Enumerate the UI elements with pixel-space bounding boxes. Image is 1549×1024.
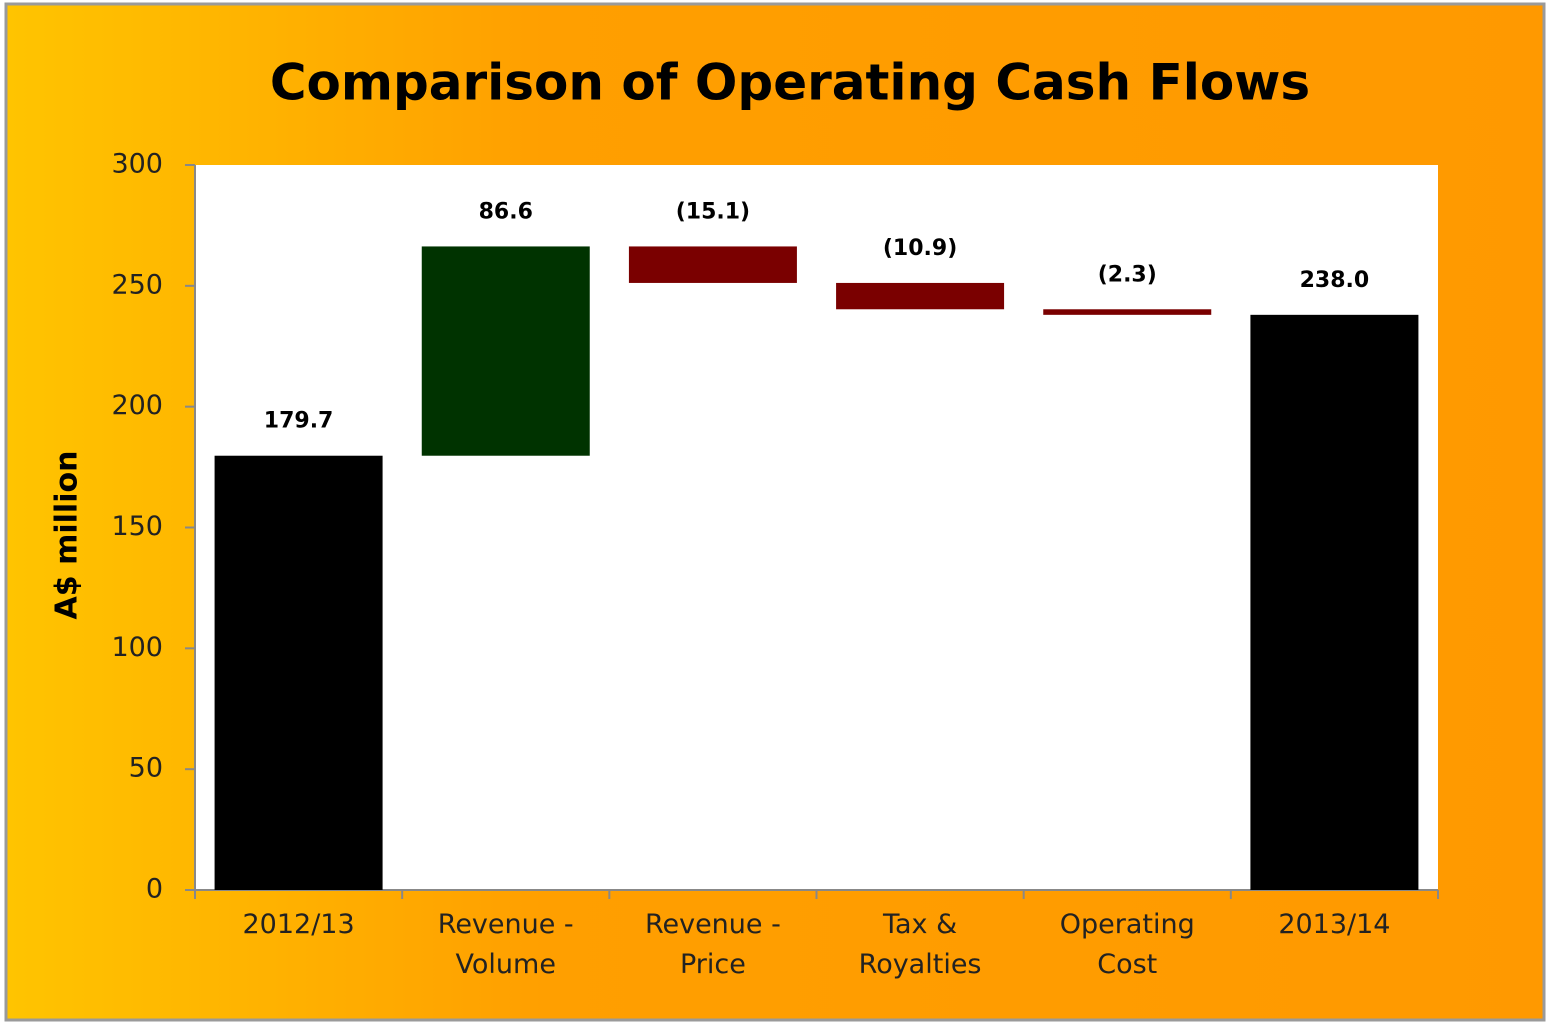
bar (421, 246, 590, 456)
bar (1250, 314, 1419, 890)
y-tick-label: 100 (111, 632, 163, 663)
x-tick-label: Revenue - Volume (437, 909, 574, 980)
x-tick-label-box: Revenue - Volume (437, 909, 574, 980)
x-tick-label-box: Operating Cost (1059, 909, 1195, 980)
x-tick-label: Operating Cost (1059, 909, 1195, 980)
value-label: (10.9) (883, 236, 957, 261)
x-tick-label-box: 2012/13 (242, 909, 355, 940)
value-label: (15.1) (676, 199, 750, 224)
y-tick-label: 300 (111, 149, 163, 180)
x-tick-label: Tax & Royalties (858, 909, 982, 980)
y-tick-label: 150 (111, 511, 163, 542)
y-tick-label: 200 (111, 390, 163, 421)
value-label: 179.7 (264, 409, 334, 434)
bar (628, 246, 797, 283)
y-tick-label: 0 (146, 874, 163, 905)
y-axis-label: A$ million (50, 451, 85, 620)
y-tick-label: 50 (129, 753, 163, 784)
plot-area (195, 165, 1438, 890)
x-tick-label-box: 2013/14 (1278, 909, 1391, 940)
value-label: (2.3) (1098, 262, 1157, 287)
x-tick-label-box: Tax & Royalties (858, 909, 982, 980)
bar (1043, 309, 1212, 315)
bar (214, 455, 383, 890)
value-label: 238.0 (1300, 268, 1370, 293)
x-tick-label-box: Revenue - Price (644, 909, 781, 980)
chart-title: Comparison of Operating Cash Flows (270, 54, 1310, 112)
x-tick-label: 2013/14 (1278, 909, 1391, 940)
x-tick-label: 2012/13 (242, 909, 355, 940)
x-tick-label: Revenue - Price (644, 909, 781, 980)
value-label: 86.6 (479, 199, 533, 224)
bar (836, 282, 1005, 310)
y-tick-label: 250 (111, 269, 163, 300)
